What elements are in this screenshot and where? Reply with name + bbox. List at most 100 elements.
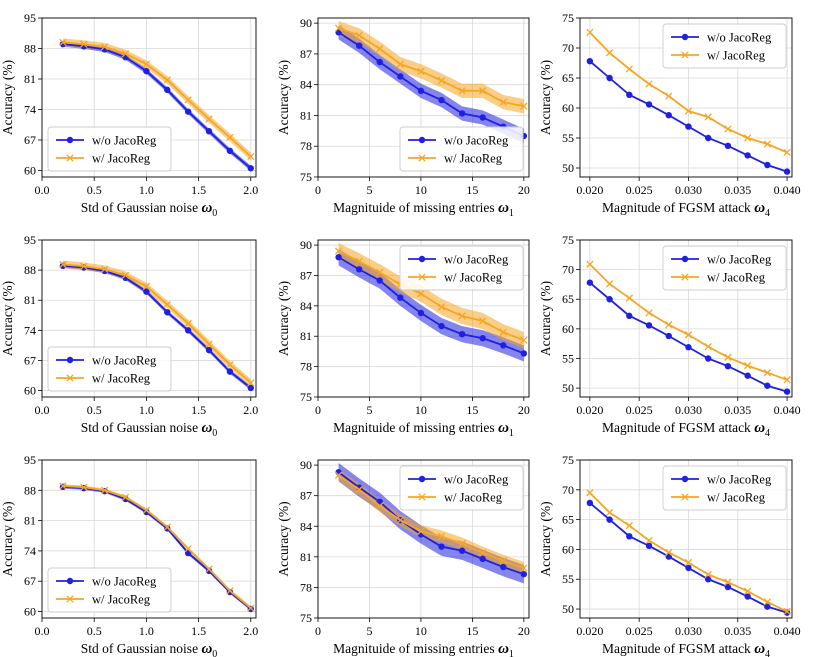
y-tick-label: 74 [24, 323, 36, 337]
marker-stroke [645, 309, 653, 317]
plot-area [59, 260, 255, 392]
marker-stroke [783, 376, 791, 384]
marker-stroke [499, 328, 507, 336]
chart-panel-6: 0.020 0.025 0.030 0.035 0.040 50 55 60 65 70 75 Mag… [538, 233, 801, 439]
data-point [80, 262, 88, 270]
data-point [376, 502, 384, 510]
x-axis-symbol: ω [201, 420, 212, 436]
marker-stroke [605, 280, 614, 288]
legend-label: w/ JacoReg [444, 152, 503, 166]
legend-label: w/o JacoReg [92, 575, 157, 589]
x-tick-label: 0.5 [87, 403, 102, 417]
data-point [586, 279, 594, 286]
y-tick-label: 60 [24, 605, 36, 619]
series-line-w [338, 250, 525, 342]
marker-stroke [59, 38, 67, 47]
y-tick-label: 60 [562, 322, 574, 336]
marker-stroke [724, 353, 732, 361]
data-point [163, 300, 171, 309]
plot-area [59, 38, 255, 172]
x-tick-label: 2.0 [243, 183, 258, 197]
x-tick-label: 0.020 [576, 183, 603, 197]
x-tick-label: 0.025 [626, 183, 653, 197]
legend-box [399, 126, 524, 172]
legend-marker [418, 154, 426, 162]
x-tick-label: 0.030 [675, 183, 702, 197]
x-tick-label: 1.5 [191, 403, 206, 417]
data-point [743, 361, 752, 370]
series-line-w [62, 485, 252, 609]
x-tick-label: 15 [466, 624, 478, 638]
x-tick-label: 10 [415, 403, 427, 417]
data-point [586, 489, 594, 497]
x-axis-subscript: 0 [212, 208, 217, 219]
marker-stroke [226, 133, 234, 142]
data-point [685, 344, 692, 351]
chart-panel-7: 0.0 0.5 1.0 1.5 2.0 60 67 74 81 88 95 Std of Gaussi… [0, 453, 258, 657]
plot-area [334, 243, 528, 362]
marker-stroke [520, 336, 528, 344]
y-tick-label: 81 [300, 550, 312, 564]
confidence-band-w [338, 469, 524, 575]
data-point [438, 322, 445, 330]
series-line-wo [62, 264, 252, 389]
legend-label: w/ JacoReg [444, 491, 503, 505]
data-point [417, 67, 425, 76]
legend-label: w/ JacoReg [707, 49, 766, 63]
y-tick-label: 88 [24, 41, 36, 55]
data-point [625, 294, 633, 302]
data-point [184, 319, 192, 328]
data-point [586, 28, 594, 37]
marker-stroke [184, 319, 192, 328]
data-point [80, 40, 88, 48]
legend: w/o JacoReg w/ JacoReg [662, 23, 787, 69]
plot-area [334, 21, 528, 144]
marker-stroke [355, 257, 363, 265]
x-tick-label: 0.020 [576, 403, 603, 417]
legend-label: w/o JacoReg [92, 354, 157, 368]
data-point [247, 604, 255, 612]
data-point [184, 327, 192, 334]
x-tick-label: 0.030 [675, 624, 702, 638]
marker-stroke [625, 65, 633, 73]
data-point [783, 607, 791, 616]
data-point [59, 38, 67, 47]
y-tick-label: 70 [562, 483, 574, 497]
x-tick-label: 2.0 [243, 624, 258, 638]
x-tick-label: 5 [366, 403, 372, 417]
data-point [376, 45, 384, 53]
data-point [499, 557, 507, 565]
y-tick-label: 60 [562, 542, 574, 556]
marker-stroke [334, 471, 343, 479]
legend: w/o JacoReg w/ JacoReg [399, 245, 524, 291]
data-point [355, 257, 363, 265]
data-point [205, 565, 213, 573]
marker-stroke [121, 271, 130, 279]
data-point [437, 76, 446, 85]
chart-panel-5: 0 5 10 15 20 75 78 81 84 87 90 Magnituide of missin… [276, 238, 530, 439]
y-tick-label: 55 [562, 351, 574, 365]
y-tick-label: 65 [562, 292, 574, 306]
x-tick-label: 10 [415, 624, 427, 638]
legend-marker [418, 136, 426, 144]
marker-stroke [247, 604, 255, 612]
y-axis-label: Accuracy (%) [0, 501, 15, 576]
data-point [665, 553, 672, 560]
data-point [744, 593, 751, 600]
x-tick-label: 0.5 [87, 624, 102, 638]
marker-stroke [684, 558, 693, 567]
legend-label: w/o JacoReg [444, 473, 509, 487]
marker-stroke [142, 506, 151, 514]
data-point [335, 254, 342, 261]
data-point [163, 76, 171, 84]
legend: w/o JacoReg w/ JacoReg [399, 465, 524, 511]
chart-panel-8: 0 5 10 15 20 75 78 81 84 87 90 Magnituide of missin… [276, 458, 530, 657]
marker-stroke [684, 331, 693, 339]
legend-marker [66, 136, 74, 144]
x-tick-label: 0.0 [35, 403, 50, 417]
data-point [184, 545, 192, 553]
x-tick-label: 0.035 [724, 403, 751, 417]
y-tick-label: 65 [562, 513, 574, 527]
legend-box [47, 346, 172, 392]
data-point [704, 576, 712, 583]
